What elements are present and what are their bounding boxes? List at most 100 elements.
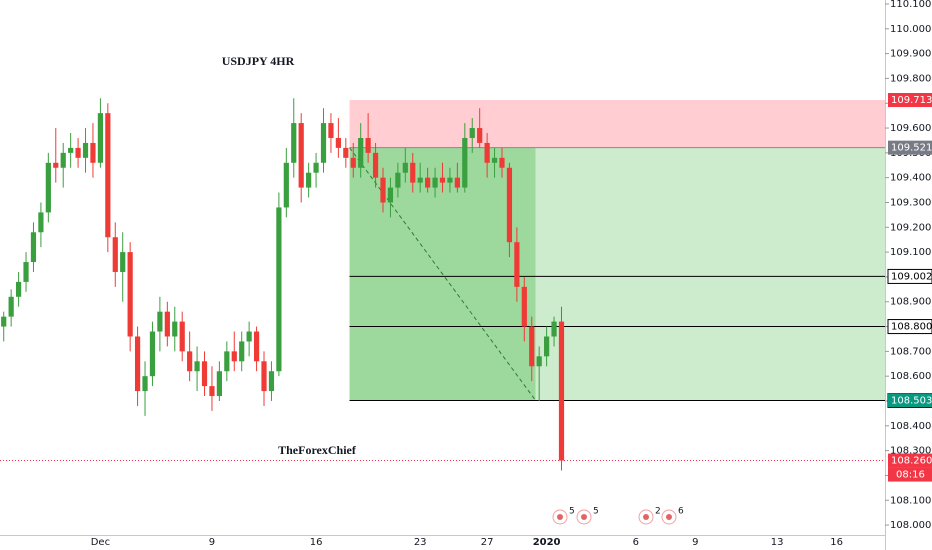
- event-count: 5: [569, 507, 575, 517]
- candle-body: [544, 336, 550, 357]
- x-tick-label: 13: [771, 537, 784, 548]
- candle-body: [172, 321, 178, 337]
- price-label-text: 109.521: [891, 143, 932, 154]
- y-tick-label: 110.100: [890, 0, 931, 10]
- y-tick-label: 109.200: [890, 222, 931, 233]
- candle-body: [90, 142, 96, 163]
- candle-body: [38, 212, 44, 233]
- candle-body: [328, 123, 334, 138]
- price-label: [888, 453, 932, 468]
- x-tick-label: 27: [481, 537, 494, 548]
- event-marker-dot: [581, 514, 587, 520]
- candle-body: [372, 152, 379, 178]
- candle-body: [187, 351, 193, 372]
- candle-body: [439, 177, 446, 183]
- event-count: 5: [593, 507, 599, 517]
- candle-body: [253, 331, 260, 362]
- price-label-text: 108.260: [891, 456, 932, 467]
- candle-body: [239, 341, 245, 362]
- candle-body: [15, 281, 22, 297]
- candle-body: [53, 162, 59, 168]
- x-tick-label: 16: [310, 537, 323, 548]
- candle-body: [134, 336, 141, 392]
- candle-body: [320, 123, 327, 163]
- price-label-text: 108.503: [891, 395, 932, 406]
- candle-body: [157, 311, 163, 332]
- candle-body: [491, 157, 498, 163]
- candle-body: [551, 321, 557, 337]
- candle-body: [60, 152, 66, 168]
- candle-body: [209, 386, 215, 397]
- candle-body: [417, 177, 423, 183]
- level-price-text: 109.002: [891, 271, 932, 282]
- candle-body: [120, 252, 126, 272]
- candle-body: [194, 361, 200, 372]
- candle-body: [387, 187, 394, 203]
- candle-body: [142, 376, 148, 392]
- level-price-text: 108.800: [891, 322, 932, 333]
- price-label: [888, 140, 932, 155]
- price-label: [888, 393, 932, 408]
- y-tick-label: 109.300: [890, 197, 931, 208]
- y-tick-label: 109.400: [890, 173, 931, 184]
- candle-body: [380, 177, 386, 203]
- candle-body: [536, 356, 542, 367]
- x-tick-label: 6: [633, 537, 639, 548]
- event-count: 6: [678, 507, 684, 517]
- y-tick-label: 109.100: [890, 247, 931, 258]
- candle-body: [432, 177, 438, 188]
- candle-body: [335, 137, 341, 148]
- candle-body: [224, 351, 230, 372]
- candle-body: [350, 157, 356, 168]
- candle-body: [462, 137, 468, 188]
- candle-body: [395, 172, 401, 188]
- candle-body: [454, 177, 460, 188]
- candle-body: [484, 142, 490, 163]
- x-tick-label: 23: [414, 537, 427, 548]
- x-tick-label: Dec: [91, 537, 110, 548]
- countdown-box: [888, 467, 932, 482]
- candle-body: [68, 147, 74, 153]
- plot-area: [0, 98, 885, 471]
- y-tick-label: 108.300: [890, 446, 931, 457]
- x-tick-label: 2020: [533, 537, 561, 548]
- candle-body: [82, 142, 89, 158]
- candle-body: [8, 296, 14, 317]
- candle-body: [97, 113, 104, 163]
- candle-body: [1, 316, 7, 327]
- x-tick-label: 9: [692, 537, 698, 548]
- candle-body: [529, 326, 535, 367]
- candle-body: [410, 162, 416, 183]
- candle-body: [216, 371, 222, 397]
- candle-body: [506, 167, 513, 243]
- y-tick-label: 108.900: [890, 297, 931, 308]
- candle-body: [425, 177, 431, 188]
- candle-body: [447, 177, 453, 183]
- y-tick-label: 108.000: [890, 520, 931, 531]
- candle-body: [499, 157, 505, 168]
- candle-body: [283, 162, 289, 208]
- candle-body: [521, 286, 527, 327]
- candle-body: [127, 252, 133, 337]
- candle-body: [365, 137, 371, 153]
- y-tick-label: 109.900: [890, 49, 931, 60]
- y-tick-label: 109.800: [890, 73, 931, 84]
- candle-body: [149, 331, 156, 377]
- candle-body: [298, 123, 304, 188]
- candle-body: [23, 262, 29, 282]
- event-marker-dot: [557, 514, 563, 520]
- candle-body: [30, 232, 37, 263]
- chart-title: USDJPY 4HR: [222, 54, 295, 68]
- price-label-text: 109.713: [891, 95, 932, 106]
- candle-body: [402, 162, 408, 173]
- price-label: [888, 93, 932, 108]
- y-tick-label: 108.700: [890, 346, 931, 357]
- candle-body: [164, 311, 170, 337]
- candle-body: [313, 162, 319, 173]
- y-tick-label: 108.400: [890, 421, 931, 432]
- candle-body: [343, 147, 349, 158]
- candle-body: [291, 123, 297, 163]
- candle-body: [268, 371, 275, 392]
- level-price-label: [887, 268, 932, 284]
